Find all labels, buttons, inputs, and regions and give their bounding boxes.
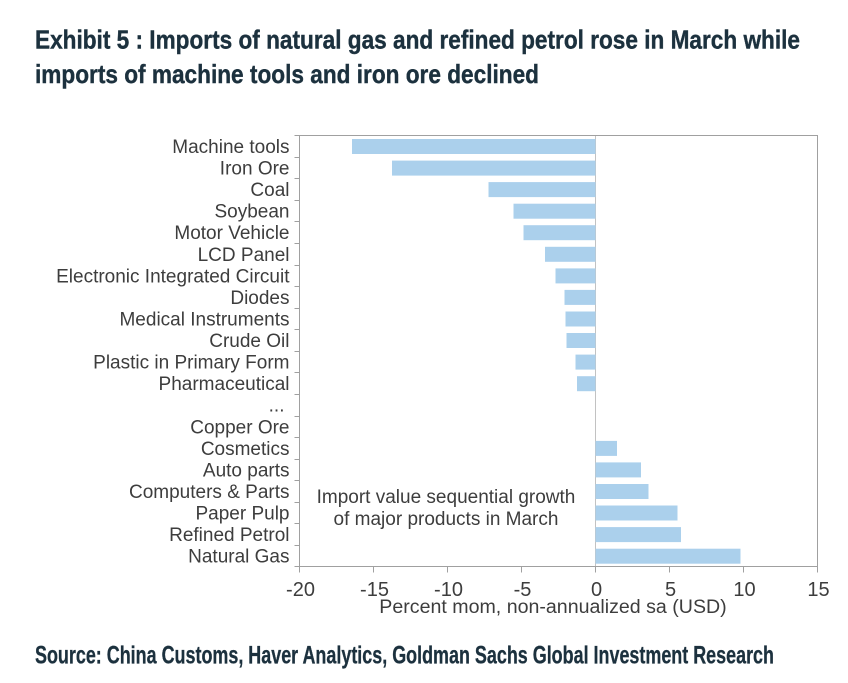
svg-text:Paper Pulp: Paper Pulp [195,504,289,525]
svg-text:Refined Petrol: Refined Petrol [169,525,289,546]
svg-text:Crude Oil: Crude Oil [209,331,289,352]
svg-text:-10: -10 [434,579,463,601]
svg-text:Medical Instruments: Medical Instruments [119,310,289,331]
svg-text:Pharmaceutical: Pharmaceutical [159,374,290,395]
svg-text:0: 0 [591,579,602,601]
svg-text:Motor Vehicle: Motor Vehicle [174,223,289,244]
svg-text:Cosmetics: Cosmetics [201,439,290,460]
svg-text:Percent mom, non-annualized sa: Percent mom, non-annualized sa (USD) [379,596,726,618]
svg-text:Plastic in Primary Form: Plastic in Primary Form [93,353,289,374]
svg-text:Natural Gas: Natural Gas [188,547,289,568]
svg-text:-20: -20 [286,579,315,601]
svg-text:of major products in March: of major products in March [334,509,559,530]
svg-text:Machine tools: Machine tools [172,137,289,158]
svg-text:Soybean: Soybean [214,202,289,223]
svg-text:-5: -5 [514,579,532,601]
svg-text:Source: China Customs, Haver A: Source: China Customs, Haver Analytics, … [35,642,774,670]
svg-text:Diodes: Diodes [230,288,289,309]
svg-text:10: 10 [733,579,755,601]
svg-text:-15: -15 [360,579,389,601]
svg-text:...: ... [269,396,285,417]
svg-text:15: 15 [807,579,829,601]
svg-text:Coal: Coal [250,180,289,201]
svg-text:Exhibit 5 : Imports of natural: Exhibit 5 : Imports of natural gas and r… [35,25,800,55]
svg-text:Copper Ore: Copper Ore [190,417,289,438]
svg-text:Iron Ore: Iron Ore [220,159,290,180]
svg-text:Computers & Parts: Computers & Parts [129,482,290,503]
svg-text:LCD Panel: LCD Panel [198,245,290,266]
svg-text:5: 5 [665,579,676,601]
svg-text:Electronic Integrated Circuit: Electronic Integrated Circuit [56,266,290,287]
svg-text:imports of machine tools and i: imports of machine tools and iron ore de… [35,59,539,89]
svg-text:Auto parts: Auto parts [203,460,290,481]
svg-text:Import value sequential growth: Import value sequential growth [317,487,576,508]
